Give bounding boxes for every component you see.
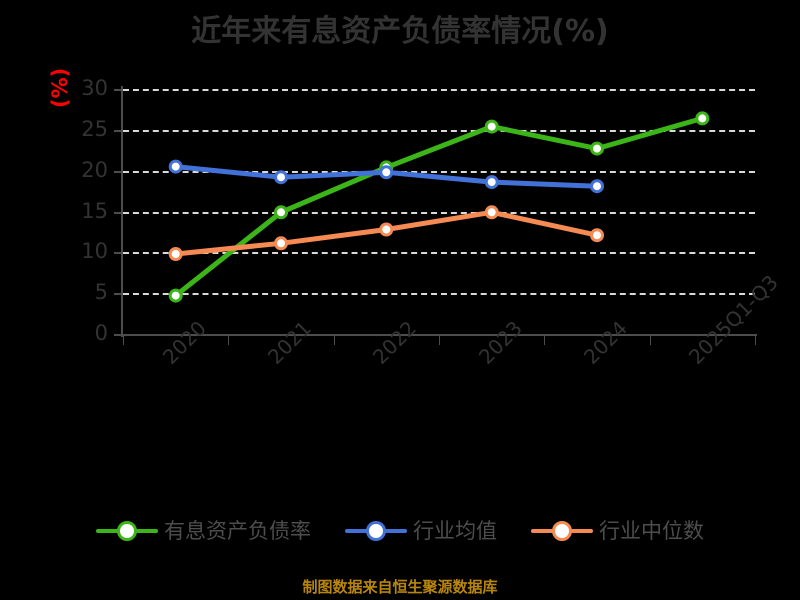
- gridline: [123, 211, 755, 214]
- y-tick-mark: [114, 89, 122, 91]
- legend-item[interactable]: 行业中位数: [531, 515, 704, 545]
- x-tick-mark: [649, 336, 651, 345]
- legend-label: 行业中位数: [599, 519, 704, 543]
- y-tick-label: 20: [81, 157, 108, 182]
- legend-item[interactable]: 有息资产负债率: [96, 515, 311, 545]
- x-axis-line: [121, 334, 757, 336]
- x-tick-mark: [439, 336, 440, 345]
- y-tick-mark: [114, 252, 122, 255]
- legend-item[interactable]: 行业均值: [345, 515, 497, 545]
- x-tick-mark: [755, 336, 756, 345]
- y-tick-label: 5: [94, 280, 108, 305]
- x-tick-mark: [333, 336, 335, 345]
- gridline: [123, 170, 755, 173]
- gridline: [123, 252, 755, 255]
- y-tick-label: 30: [81, 76, 108, 100]
- y-tick-mark: [114, 293, 122, 296]
- plot-area: [123, 89, 755, 336]
- chart-title: 近年来有息资产负债率情况(%): [191, 14, 609, 49]
- y-tick-label: 15: [81, 198, 108, 223]
- y-tick-label: 0: [94, 321, 108, 345]
- legend-label: 行业均值: [413, 519, 497, 543]
- x-tick-mark: [544, 336, 546, 345]
- y-tick-label: 25: [81, 116, 108, 141]
- y-tick-mark: [114, 170, 122, 173]
- source-note: 制图数据来自恒生聚源数据库: [302, 578, 498, 596]
- y-tick-mark: [114, 129, 122, 132]
- legend-label: 有息资产负债率: [164, 519, 311, 543]
- gridline: [123, 293, 755, 296]
- y-tick-mark: [114, 334, 122, 336]
- y-tick-mark: [114, 211, 122, 214]
- gridline: [123, 89, 755, 91]
- chart-legend: 有息资产负债率 行业均值 行业中位数: [0, 515, 800, 545]
- legend-marker-icon: [531, 517, 593, 543]
- legend-marker-icon: [345, 517, 407, 543]
- x-tick-mark: [228, 336, 230, 345]
- x-tick-mark: [123, 336, 124, 345]
- gridline: [123, 129, 755, 132]
- y-axis-line: [121, 86, 123, 337]
- y-tick-label: 10: [81, 239, 108, 264]
- legend-marker-icon: [96, 517, 158, 543]
